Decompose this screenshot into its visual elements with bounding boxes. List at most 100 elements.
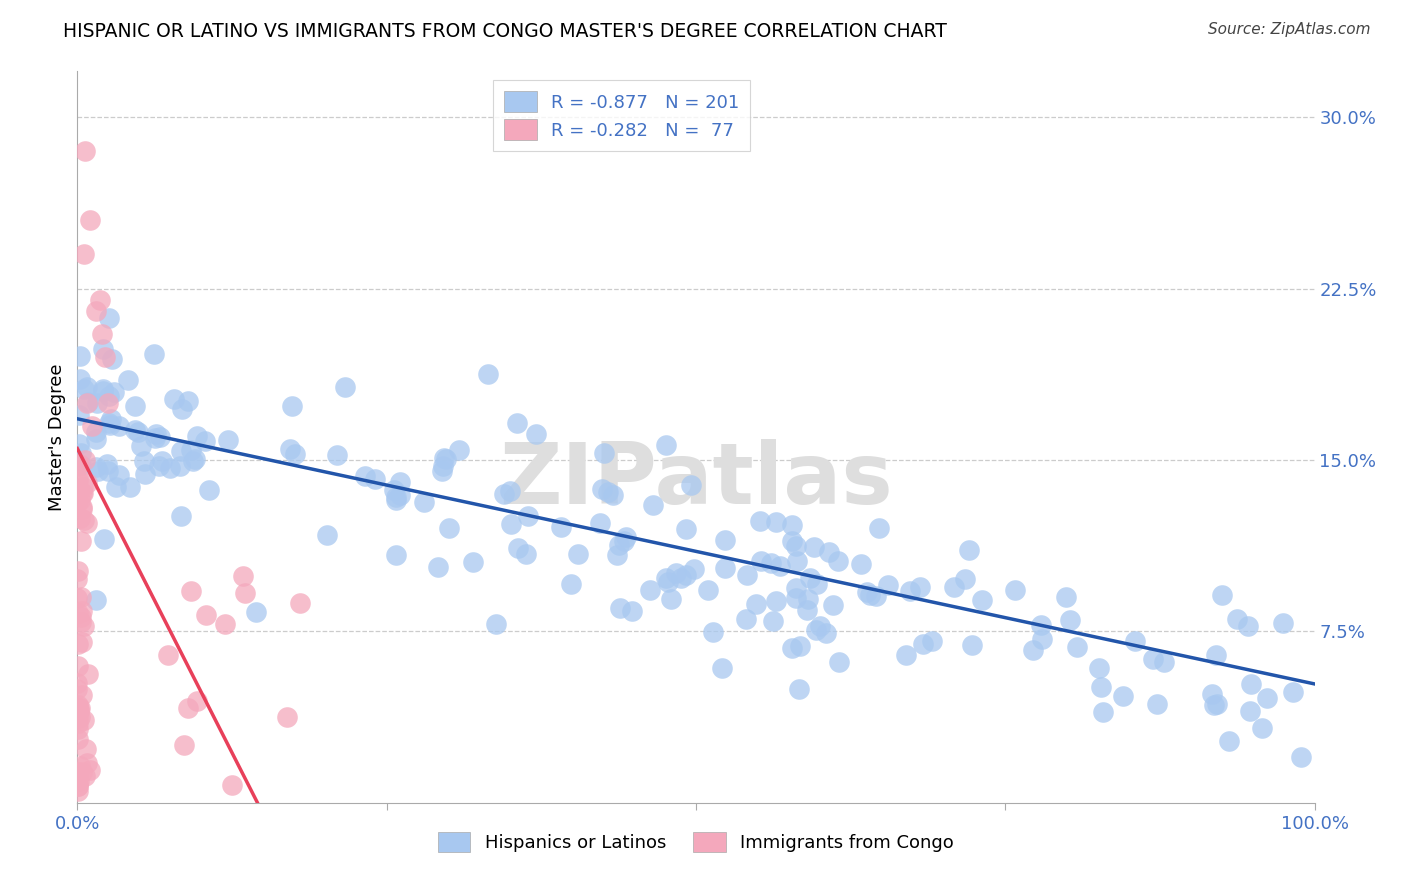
Point xyxy=(217,433,239,447)
Point xyxy=(745,597,768,611)
Point xyxy=(72,480,94,494)
Point xyxy=(180,443,202,458)
Point xyxy=(69,492,91,507)
Point xyxy=(638,582,661,597)
Point xyxy=(93,350,115,364)
Point xyxy=(245,605,267,619)
Point xyxy=(550,519,572,533)
Point xyxy=(66,573,89,587)
Point xyxy=(1218,734,1240,748)
Point xyxy=(1201,687,1223,701)
Point xyxy=(134,467,156,482)
Point xyxy=(659,592,682,607)
Point xyxy=(384,493,406,508)
Point xyxy=(70,615,93,629)
Point xyxy=(84,304,107,318)
Point xyxy=(896,648,918,662)
Point xyxy=(675,522,697,536)
Point xyxy=(70,446,93,460)
Point xyxy=(593,446,616,460)
Point xyxy=(66,637,89,651)
Point xyxy=(96,458,118,472)
Point xyxy=(156,648,179,662)
Point xyxy=(785,582,807,596)
Point xyxy=(1090,680,1112,694)
Point xyxy=(1004,582,1026,597)
Point xyxy=(714,533,737,548)
Point xyxy=(485,617,508,632)
Point xyxy=(143,431,166,445)
Point xyxy=(385,490,408,504)
Point xyxy=(278,442,301,456)
Point xyxy=(281,399,304,413)
Point xyxy=(494,487,516,501)
Point xyxy=(67,437,90,451)
Point xyxy=(72,713,94,727)
Point xyxy=(1281,685,1303,699)
Point xyxy=(84,460,107,475)
Point xyxy=(67,704,90,718)
Point xyxy=(898,583,921,598)
Point xyxy=(76,667,98,681)
Point xyxy=(76,756,98,771)
Point xyxy=(159,461,181,475)
Point xyxy=(817,545,839,559)
Point xyxy=(66,682,89,697)
Point xyxy=(77,394,100,409)
Point xyxy=(98,416,121,430)
Point xyxy=(782,533,804,548)
Point xyxy=(613,534,636,549)
Point xyxy=(70,765,93,780)
Point xyxy=(108,468,131,483)
Y-axis label: Master's Degree: Master's Degree xyxy=(48,363,66,511)
Point xyxy=(385,548,408,562)
Point xyxy=(66,722,89,736)
Point xyxy=(828,656,851,670)
Point xyxy=(177,393,200,408)
Point xyxy=(148,430,170,444)
Point xyxy=(477,367,499,381)
Point xyxy=(66,495,89,509)
Point xyxy=(1146,697,1168,711)
Point xyxy=(84,593,107,607)
Point xyxy=(655,570,678,584)
Legend: Hispanics or Latinos, Immigrants from Congo: Hispanics or Latinos, Immigrants from Co… xyxy=(430,824,962,860)
Point xyxy=(877,578,900,592)
Point xyxy=(1059,614,1081,628)
Point xyxy=(79,213,101,227)
Point xyxy=(1092,705,1115,719)
Point xyxy=(972,592,994,607)
Point xyxy=(195,607,218,622)
Point xyxy=(515,547,537,561)
Point xyxy=(683,562,706,576)
Point xyxy=(714,560,737,574)
Point xyxy=(524,426,547,441)
Point xyxy=(433,450,456,465)
Point xyxy=(73,383,96,397)
Point xyxy=(796,603,818,617)
Point xyxy=(69,710,91,724)
Point xyxy=(1211,588,1233,602)
Point xyxy=(129,439,152,453)
Point xyxy=(1205,648,1227,662)
Point xyxy=(98,311,121,326)
Text: Source: ZipAtlas.com: Source: ZipAtlas.com xyxy=(1208,22,1371,37)
Point xyxy=(172,402,194,417)
Point xyxy=(76,380,98,394)
Point xyxy=(70,688,93,702)
Point xyxy=(233,586,256,600)
Point xyxy=(447,442,470,457)
Point xyxy=(177,700,200,714)
Point xyxy=(388,475,411,489)
Point xyxy=(865,589,887,603)
Point xyxy=(169,459,191,474)
Point xyxy=(87,464,110,478)
Point xyxy=(735,568,758,582)
Point xyxy=(1289,750,1312,764)
Point xyxy=(942,580,965,594)
Point xyxy=(69,701,91,715)
Point xyxy=(803,540,825,554)
Point xyxy=(711,661,734,675)
Point xyxy=(675,567,697,582)
Point xyxy=(681,477,703,491)
